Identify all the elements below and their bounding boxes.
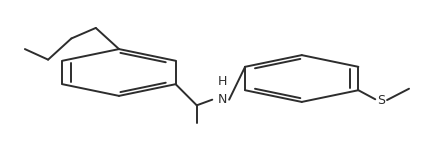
- Text: S: S: [378, 94, 386, 107]
- Text: N: N: [218, 93, 227, 106]
- Text: H: H: [218, 75, 227, 88]
